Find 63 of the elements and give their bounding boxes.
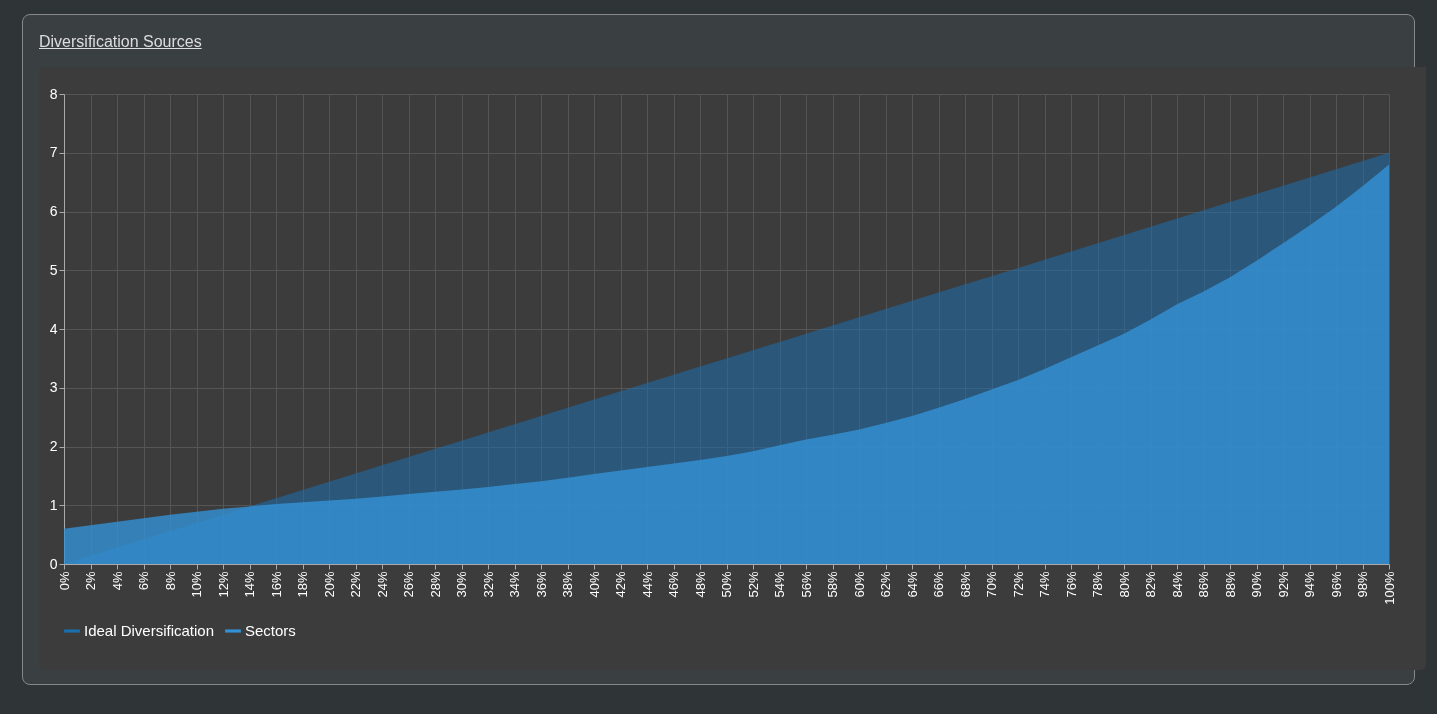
x-tick-label: 44% xyxy=(639,571,655,598)
x-tick-label: 74% xyxy=(1037,571,1052,598)
x-tick-label: 32% xyxy=(480,571,496,598)
x-tick-label: 42% xyxy=(613,571,628,598)
chart-title: Diversification Sources xyxy=(39,33,203,51)
x-tick-label: 94% xyxy=(1302,571,1317,598)
x-tick-label: 0% xyxy=(56,571,72,591)
x-tick-label: 16% xyxy=(268,571,284,598)
x-tick-label: 40% xyxy=(586,571,602,598)
x-tick-label: 76% xyxy=(1063,571,1079,598)
x-tick-label: 28% xyxy=(427,571,443,598)
x-tick-label: 60% xyxy=(851,571,867,598)
x-tick-label: 66% xyxy=(931,571,946,598)
x-tick-label: 10% xyxy=(189,571,204,598)
y-tick-label: 0 xyxy=(49,555,58,572)
y-tick-label: 6 xyxy=(49,203,58,219)
x-tick-label: 92% xyxy=(1275,571,1291,598)
x-tick-label: 78% xyxy=(1090,571,1105,598)
x-tick-label: 64% xyxy=(904,571,920,598)
x-tick-label: 80% xyxy=(1116,571,1132,598)
x-tick-label: 100% xyxy=(1381,571,1397,605)
x-tick-label: 6% xyxy=(136,571,151,591)
x-tick-label: 90% xyxy=(1249,571,1264,598)
x-tick-label: 24% xyxy=(374,571,390,598)
x-tick-label: 26% xyxy=(401,571,416,598)
x-tick-label: 34% xyxy=(507,571,522,598)
x-tick-label: 70% xyxy=(984,571,999,598)
legend-label: Sectors xyxy=(245,622,296,639)
x-tick-label: 98% xyxy=(1355,571,1370,598)
y-tick-label: 4 xyxy=(49,320,58,337)
x-tick-label: 18% xyxy=(295,571,310,598)
x-tick-label: 52% xyxy=(745,571,761,598)
x-tick-label: 14% xyxy=(242,571,257,598)
legend-label: Ideal Diversification xyxy=(84,622,215,639)
x-tick-label: 86% xyxy=(1196,571,1211,598)
x-tick-label: 30% xyxy=(454,571,469,598)
x-tick-label: 88% xyxy=(1222,571,1238,598)
y-tick-label: 8 xyxy=(49,85,58,102)
x-tick-label: 46% xyxy=(666,571,681,598)
x-tick-label: 68% xyxy=(957,571,973,598)
x-tick-label: 38% xyxy=(560,571,575,598)
x-tick-label: 12% xyxy=(215,571,231,598)
x-tick-label: 96% xyxy=(1328,571,1344,598)
y-tick-label: 7 xyxy=(49,144,58,161)
y-tick-label: 5 xyxy=(49,261,58,278)
x-tick-label: 58% xyxy=(825,571,840,598)
x-tick-label: 4% xyxy=(109,571,125,591)
x-tick-label: 84% xyxy=(1169,571,1185,598)
x-tick-label: 72% xyxy=(1010,571,1026,598)
x-tick-label: 50% xyxy=(719,571,734,598)
x-tick-label: 22% xyxy=(348,571,363,598)
x-tick-label: 2% xyxy=(83,571,98,591)
x-tick-label: 62% xyxy=(878,571,893,598)
x-tick-label: 20% xyxy=(321,571,337,598)
x-tick-label: 56% xyxy=(798,571,814,598)
x-tick-label: 54% xyxy=(772,571,787,598)
y-tick-label: 1 xyxy=(49,496,58,513)
y-tick-label: 3 xyxy=(49,379,58,396)
x-tick-label: 36% xyxy=(533,571,549,598)
x-tick-label: 8% xyxy=(162,571,178,591)
y-tick-label: 2 xyxy=(49,438,58,454)
x-tick-label: 48% xyxy=(692,571,708,598)
x-tick-label: 82% xyxy=(1143,571,1158,598)
